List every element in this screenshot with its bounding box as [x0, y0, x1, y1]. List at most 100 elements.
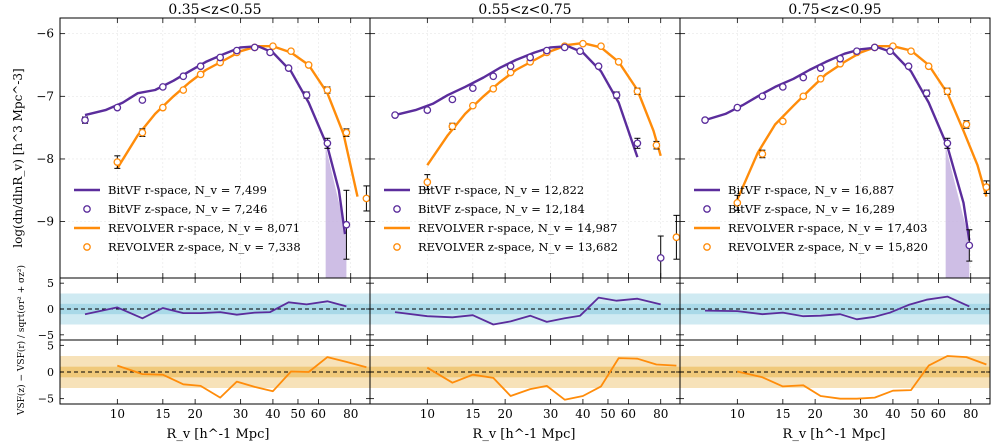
- plot-area: [81, 42, 370, 278]
- x-tick-label: 30: [853, 407, 868, 421]
- revolver-z-space-point: [943, 87, 952, 96]
- revolver-z-space-point: [579, 39, 587, 48]
- legend-label: REVOLVER r-space, N_v = 8,071: [108, 221, 300, 235]
- x-axis-label: R_v [h^-1 Mpc]: [167, 427, 270, 442]
- revolver-z-space-point: [597, 42, 605, 51]
- bitvf-z-space-point: [266, 48, 274, 57]
- revolver-z-space-point: [196, 70, 205, 79]
- revolver-z-space-point: [799, 92, 808, 101]
- y-axis-label-residual: VSF(z) − VSF(r) / sqrt(σr² + σz²): [16, 265, 27, 416]
- bitvf-z-space-point: [391, 111, 399, 119]
- bitvf-z-space-point: [158, 83, 167, 91]
- ticks: [60, 18, 370, 404]
- revolver-z-space-point: [342, 128, 351, 137]
- legend-label: REVOLVER z-space, N_v = 15,820: [728, 240, 928, 254]
- legend: BitVF r-space, N_v = 16,887 BitVF z-space…: [694, 183, 928, 254]
- x-tick-label: 50: [600, 407, 615, 421]
- legend-label: BitVF r-space, N_v = 7,499: [108, 183, 267, 197]
- bitvf-z-space-points: [701, 43, 974, 262]
- ticks: [370, 18, 680, 404]
- revolver-z-space-point: [423, 178, 432, 186]
- bitvf-uncertainty-fill: [945, 146, 970, 278]
- revolver-z-space-point: [113, 158, 122, 166]
- x-tick-label: 30: [233, 407, 248, 421]
- x-tick-label: 50: [910, 407, 925, 421]
- bitvf-z-space-point: [633, 139, 642, 148]
- bitvf-z-space-point: [113, 103, 122, 112]
- bitvf-z-space-point: [448, 95, 457, 104]
- bitvf-r-space-line: [84, 45, 347, 235]
- revolver-z-space-point: [362, 194, 370, 203]
- bitvf-z-space-point: [138, 96, 147, 104]
- revolver-r-space-line: [116, 45, 359, 197]
- bitvf-r-space-line: [704, 46, 971, 241]
- bitvf-z-space-point: [468, 84, 477, 93]
- revolver-z-space-point: [778, 117, 787, 126]
- bitvf-z-space-point: [922, 89, 931, 98]
- legend-label: BitVF z-space, N_v = 7,246: [108, 202, 268, 216]
- legend-label: BitVF r-space, N_v = 16,887: [728, 183, 894, 197]
- revolver-z-space-point: [287, 47, 295, 56]
- residual-revolver-line: [426, 357, 677, 401]
- revolver-z-space-point: [138, 128, 147, 137]
- legend-marker-swatch: [83, 205, 91, 213]
- residual-bitvf-line: [394, 296, 661, 326]
- bitvf-z-space-point: [526, 53, 535, 62]
- bitvf-z-space-point: [816, 64, 825, 72]
- legend-label: REVOLVER r-space, N_v = 14,987: [418, 221, 617, 235]
- revolver-z-space-point: [179, 86, 188, 94]
- revolver-z-space-point: [758, 150, 767, 158]
- x-tick-label: 15: [775, 407, 790, 421]
- bitvf-z-space-point: [701, 116, 709, 124]
- y-axis-label-top: log(dn/dlnR_v) [h^3 Mpc^-3]: [11, 68, 25, 247]
- bitvf-z-space-point: [612, 91, 621, 99]
- x-tick-label: 80: [653, 407, 668, 421]
- x-axis-label: R_v [h^-1 Mpc]: [473, 427, 576, 442]
- bitvf-z-space-points: [391, 43, 665, 278]
- x-tick-label: 10: [730, 407, 745, 421]
- panel-title: 0.55<z<0.75: [478, 2, 571, 18]
- x-tick-label: 60: [311, 407, 326, 421]
- plot-area: [701, 42, 990, 278]
- x-tick-label: 40: [885, 407, 900, 421]
- x-tick-label: 80: [343, 407, 358, 421]
- plot-area: [391, 39, 680, 278]
- revolver-z-space-point: [506, 68, 515, 77]
- legend-label: BitVF r-space, N_v = 12,822: [418, 183, 584, 197]
- bitvf-z-space-point: [886, 47, 894, 56]
- y-tick-label: −7: [36, 89, 54, 103]
- y-tick-label: −9: [36, 215, 54, 229]
- legend-marker-swatch: [393, 243, 401, 251]
- panel-2: 10 15 20 30 40 50 60 80 0.75<z<0.95 BitVF r-space…: [679, 2, 991, 421]
- y-tick-label: −8: [36, 152, 54, 166]
- x-tick-label: 40: [575, 407, 590, 421]
- bitvf-z-space-point: [232, 46, 241, 55]
- x-tick-label: 10: [420, 407, 435, 421]
- y-tick-label: −5: [38, 329, 54, 342]
- bitvf-z-space-point: [852, 47, 861, 56]
- panels: 10 15 20 30 40 50 60 80−6−7−8−95500−5−50.35<z<0…: [36, 2, 991, 421]
- y-tick-label: −6: [36, 27, 54, 41]
- bitvf-z-space-points: [81, 43, 351, 260]
- bitvf-z-space-point: [904, 62, 913, 71]
- legend-label: BitVF z-space, N_v = 16,289: [728, 202, 895, 216]
- revolver-z-space-point: [652, 141, 661, 150]
- revolver-z-space-point: [907, 47, 915, 56]
- bitvf-z-space-point: [836, 54, 845, 63]
- bitvf-uncertainty-fill: [325, 146, 347, 278]
- x-tick-label: 60: [931, 407, 946, 421]
- bitvf-z-space-point: [216, 53, 225, 62]
- revolver-z-space-point: [448, 122, 457, 131]
- x-tick-label: 15: [155, 407, 170, 421]
- bitvf-r-space-line: [394, 45, 639, 158]
- revolver-r-space-line: [426, 41, 662, 166]
- bitvf-z-space-point: [196, 62, 205, 71]
- revolver-z-space-point: [158, 103, 167, 112]
- bitvf-z-space-point: [489, 72, 498, 81]
- y-tick-label: −5: [38, 393, 54, 406]
- bitvf-z-space-point: [250, 43, 259, 52]
- x-tick-label: 20: [187, 407, 202, 421]
- revolver-z-space-point: [304, 61, 313, 69]
- revolver-z-space-point: [323, 86, 332, 94]
- bitvf-z-space-point: [284, 64, 293, 72]
